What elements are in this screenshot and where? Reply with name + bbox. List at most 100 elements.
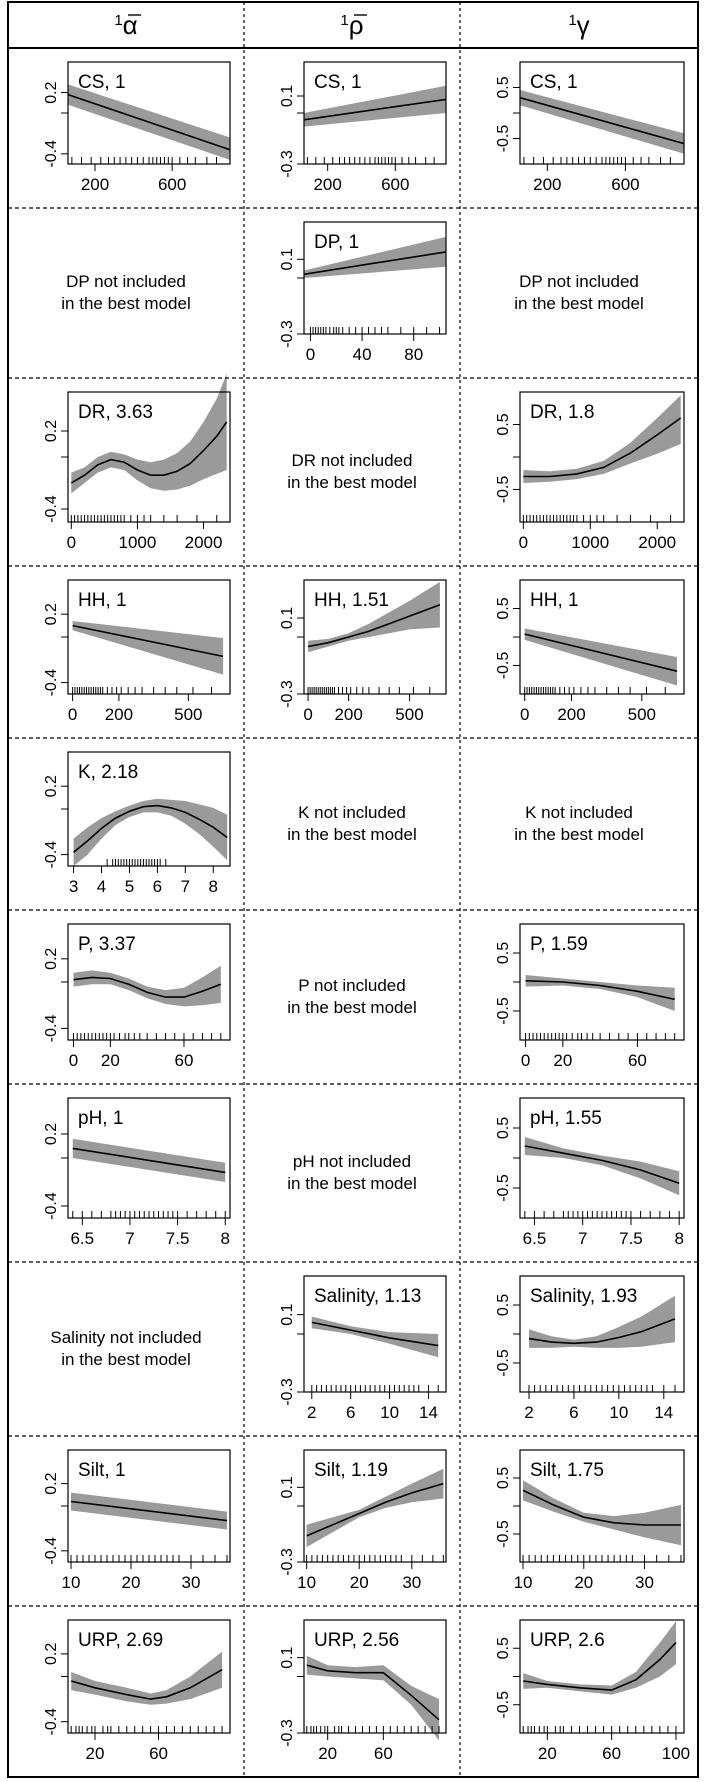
- panel-r2-c2: 0 1000 2000 -0.5 0.5 DR, 1.8: [495, 391, 685, 552]
- column-header-1: 1ρ: [340, 10, 363, 40]
- y-tick-label: -0.3: [279, 150, 296, 178]
- x-tick-label: 6.5: [70, 1229, 94, 1248]
- x-tick-label: 600: [611, 175, 639, 194]
- y-tick-label: -0.4: [43, 1537, 60, 1565]
- panel-r6-c0: 6.5 7 7.5 8 -0.4 0.2 pH, 1: [43, 1097, 231, 1248]
- y-tick-label: -0.3: [279, 1378, 296, 1406]
- not-included-note: in the best model: [287, 825, 416, 844]
- x-tick-label: 100: [662, 1744, 690, 1763]
- confidence-band: [308, 581, 440, 653]
- smooth-fit-line: [303, 98, 447, 121]
- x-tick-label: 6.5: [523, 1229, 547, 1248]
- x-tick-label: 80: [404, 345, 423, 364]
- y-tick-label: 0.5: [495, 76, 512, 98]
- y-tick-label: 0.2: [43, 420, 60, 442]
- x-tick-label: 20: [101, 1051, 120, 1070]
- confidence-band: [524, 628, 677, 686]
- x-tick-label: 500: [395, 705, 423, 724]
- y-tick-label: 0.1: [279, 607, 296, 629]
- y-tick-label: 0.2: [43, 948, 60, 970]
- not-included-note: Salinity not included: [50, 1328, 201, 1347]
- panel-r0-c0: 200 600 -0.4 0.2 CS, 1: [43, 61, 231, 194]
- panel-r8-c1: 10 20 30 -0.3 0.1 Silt, 1.19: [279, 1449, 447, 1592]
- x-tick-label: 500: [628, 705, 656, 724]
- x-tick-label: 20: [122, 1573, 141, 1592]
- y-tick-label: -0.3: [279, 1719, 296, 1747]
- y-tick-label: 0.2: [43, 603, 60, 625]
- confidence-band: [72, 621, 224, 675]
- x-tick-label: 20: [86, 1744, 105, 1763]
- y-tick-label: -0.5: [495, 652, 512, 680]
- x-tick-label: 60: [149, 1744, 168, 1763]
- x-tick-label: 0: [303, 705, 312, 724]
- confidence-band: [529, 1295, 675, 1348]
- x-tick-label: 1000: [571, 533, 609, 552]
- x-tick-label: 3: [69, 877, 78, 896]
- x-tick-label: 600: [381, 175, 409, 194]
- smooth-fit-line: [306, 1664, 440, 1721]
- x-tick-label: 5: [125, 877, 134, 896]
- x-tick-label: 20: [318, 1744, 337, 1763]
- smooth-fit-line: [73, 804, 228, 853]
- smooth-fit-line: [528, 1318, 676, 1345]
- x-tick-label: 2: [307, 1403, 316, 1422]
- panel-label: P, 1.59: [530, 934, 588, 955]
- not-included-note: K not included: [298, 803, 406, 822]
- x-tick-label: 200: [313, 175, 341, 194]
- panel-r4-c1: K not included in the best model: [287, 803, 416, 844]
- not-included-note: in the best model: [287, 473, 416, 492]
- not-included-note: DR not included: [292, 451, 413, 470]
- smooth-fit-line: [306, 1482, 444, 1537]
- smooth-fit-line: [73, 976, 222, 998]
- x-tick-label: 8: [674, 1229, 683, 1248]
- x-tick-label: 7.5: [619, 1229, 643, 1248]
- panel-r9-c2: 20 60 100 -0.5 0.5 URP, 2.6: [495, 1619, 690, 1763]
- panel-r7-c1: 2 6 10 14 -0.3 0.1 Salinity, 1.13: [279, 1275, 447, 1422]
- x-tick-label: 6: [346, 1403, 355, 1422]
- panel-r6-c1: pH not included in the best model: [287, 1152, 416, 1193]
- panel-r0-c2: 200 600 -0.5 0.5 CS, 1: [495, 61, 685, 194]
- confidence-band: [71, 1651, 223, 1705]
- y-tick-label: 0.2: [43, 1472, 60, 1494]
- confidence-band: [523, 1621, 676, 1695]
- panel-label: CS, 1: [78, 72, 126, 93]
- x-tick-label: 0: [67, 533, 76, 552]
- y-tick-label: 0.2: [43, 81, 60, 103]
- panel-label: URP, 2.56: [314, 1630, 399, 1651]
- y-tick-label: 0.5: [495, 1117, 512, 1139]
- x-tick-label: 20: [574, 1573, 593, 1592]
- panel-label: HH, 1: [78, 590, 127, 611]
- x-tick-label: 600: [158, 175, 186, 194]
- not-included-note: in the best model: [287, 1174, 416, 1193]
- x-tick-label: 200: [105, 705, 133, 724]
- y-tick-label: -0.4: [43, 1015, 60, 1043]
- panel-r2-c0: 0 1000 2000 -0.4 0.2 DR, 3.63: [43, 373, 231, 552]
- x-tick-label: 10: [609, 1403, 628, 1422]
- x-tick-label: 60: [175, 1051, 194, 1070]
- panel-label: Silt, 1.75: [530, 1460, 604, 1481]
- y-tick-label: -0.5: [495, 125, 512, 153]
- y-tick-label: -0.3: [279, 1548, 296, 1576]
- panel-label: CS, 1: [530, 72, 578, 93]
- x-tick-label: 200: [557, 705, 585, 724]
- x-tick-label: 8: [209, 877, 218, 896]
- x-tick-label: 8: [221, 1229, 230, 1248]
- y-tick-label: -0.5: [495, 1691, 512, 1719]
- x-tick-label: 6: [569, 1403, 578, 1422]
- x-tick-label: 500: [174, 705, 202, 724]
- panel-label: Silt, 1.19: [314, 1460, 388, 1481]
- panel-label: DR, 1.8: [530, 402, 594, 423]
- not-included-note: in the best model: [61, 294, 190, 313]
- y-tick-label: 0.5: [495, 413, 512, 435]
- not-included-note: pH not included: [293, 1152, 411, 1171]
- x-tick-label: 0: [306, 345, 315, 364]
- smooth-fit-line: [523, 1642, 677, 1691]
- y-tick-label: -0.5: [495, 1174, 512, 1202]
- smooth-fit-line: [525, 980, 675, 1001]
- y-tick-label: -0.5: [495, 1520, 512, 1548]
- panel-r9-c0: 20 60 -0.4 0.2 URP, 2.69: [43, 1619, 231, 1763]
- x-tick-label: 200: [81, 175, 109, 194]
- confidence-band: [520, 90, 684, 154]
